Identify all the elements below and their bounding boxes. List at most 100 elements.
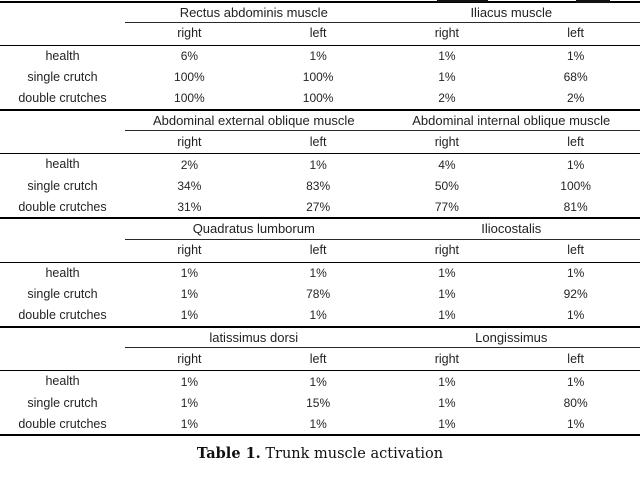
side-header: right [125, 130, 254, 154]
table-row: health 1% 1% 1% 1% [0, 262, 640, 284]
side-header: left [253, 22, 383, 46]
value-cell: 27% [306, 199, 331, 214]
value-cell: 100% [174, 70, 205, 85]
empty-cell [0, 22, 125, 46]
table-row: health 6% 1% 1% 1% [0, 45, 640, 67]
row-label: single crutch [27, 178, 98, 193]
value-cell: 1% [180, 395, 199, 410]
value-cell: 1% [180, 266, 199, 280]
muscle-group-header: Abdominal internal oblique muscle [382, 110, 640, 131]
value-cell: 1% [566, 374, 585, 389]
side-header: right [125, 347, 254, 371]
empty-cell [0, 130, 125, 154]
table-row: health 1% 1% 1% 1% [0, 371, 640, 393]
side-header: right [382, 239, 512, 263]
value-cell: 1% [438, 374, 456, 389]
muscle-table-section-4: latissimus dorsi Longissimus right left … [0, 327, 640, 436]
muscle-table-section-2: Abdominal external oblique muscle Abdomi… [0, 110, 640, 219]
side-header: left [253, 347, 383, 371]
side-header: left [511, 239, 640, 263]
table-row: single crutch 1% 15% 1% 80% [0, 392, 640, 414]
side-header: left [253, 239, 383, 263]
side-header: right [382, 22, 512, 46]
value-cell: 1% [566, 266, 585, 280]
side-header: left [511, 347, 640, 371]
paper-page: Rectus abdominis muscle Iliacus muscle r… [0, 0, 640, 462]
table-row: single crutch 1% 78% 1% 92% [0, 284, 640, 306]
row-label: single crutch [27, 70, 98, 84]
value-cell: 1% [309, 266, 327, 280]
empty-corner-cell [0, 219, 125, 239]
value-cell: 1% [438, 49, 456, 63]
value-cell: 1% [566, 416, 585, 431]
value-cell: 100% [560, 178, 591, 193]
table-caption: Table 1. Trunk muscle activation [0, 445, 640, 462]
muscle-table-section-1: Rectus abdominis muscle Iliacus muscle r… [0, 1, 640, 111]
value-cell: 1% [438, 395, 456, 410]
value-cell: 77% [434, 199, 459, 214]
muscle-group-header: Iliacus muscle [382, 2, 640, 23]
value-cell: 100% [174, 91, 205, 106]
table-row: double crutches 1% 1% 1% 1% [0, 414, 640, 436]
row-label: double crutches [18, 199, 107, 214]
side-header: right [125, 22, 254, 46]
row-label: single crutch [27, 287, 98, 301]
value-cell: 81% [563, 199, 588, 214]
muscle-group-header: latissimus dorsi [125, 327, 383, 348]
value-cell: 1% [309, 416, 327, 431]
table-row: double crutches 100% 100% 2% 2% [0, 88, 640, 110]
side-header: left [511, 22, 640, 46]
row-label: double crutches [18, 416, 107, 431]
table-row: single crutch 100% 100% 1% 68% [0, 67, 640, 89]
side-header: right [125, 239, 254, 263]
value-cell: 1% [309, 157, 327, 172]
caption-label: Table 1. [196, 445, 261, 462]
value-cell: 34% [177, 178, 202, 193]
empty-corner-cell [0, 2, 125, 22]
row-label: double crutches [18, 308, 107, 322]
value-cell: 1% [180, 374, 199, 389]
row-label: health [45, 265, 80, 280]
row-label: single crutch [27, 395, 98, 410]
row-label: health [45, 157, 80, 172]
muscle-group-header: Rectus abdominis muscle [125, 2, 383, 23]
value-cell: 1% [566, 49, 585, 63]
side-header: right [382, 130, 512, 154]
side-header: left [253, 130, 383, 154]
value-cell: 2% [180, 157, 199, 172]
row-label: health [45, 374, 80, 389]
table-row: double crutches 1% 1% 1% 1% [0, 305, 640, 327]
side-header: right [382, 347, 512, 371]
value-cell: 15% [306, 395, 331, 410]
muscle-group-header: Abdominal external oblique muscle [125, 110, 383, 131]
side-header: left [511, 130, 640, 154]
value-cell: 92% [563, 287, 588, 302]
value-cell: 1% [309, 308, 327, 323]
crop-artifact [576, 0, 610, 3]
table-row: double crutches 31% 27% 77% 81% [0, 197, 640, 219]
value-cell: 1% [180, 308, 199, 323]
value-cell: 1% [438, 308, 456, 323]
crop-artifact [437, 0, 488, 2]
value-cell: 31% [177, 199, 202, 214]
empty-corner-cell [0, 111, 125, 131]
value-cell: 2% [566, 91, 585, 106]
value-cell: 1% [309, 374, 327, 389]
muscle-group-header: Iliocostalis [382, 219, 640, 240]
muscle-table-section-3: Quadratus lumborum Iliocostalis right le… [0, 219, 640, 328]
value-cell: 1% [566, 157, 585, 172]
value-cell: 4% [438, 157, 456, 172]
empty-corner-cell [0, 328, 125, 348]
row-label: double crutches [18, 91, 107, 105]
value-cell: 1% [438, 266, 456, 280]
value-cell: 1% [309, 49, 327, 63]
value-cell: 1% [438, 70, 456, 85]
row-label: health [45, 48, 80, 63]
value-cell: 1% [180, 287, 199, 302]
value-cell: 1% [438, 287, 456, 302]
muscle-group-header: Quadratus lumborum [125, 219, 383, 240]
value-cell: 68% [563, 70, 588, 85]
muscle-group-header: Longissimus [382, 327, 640, 348]
empty-cell [0, 347, 125, 371]
value-cell: 6% [180, 49, 199, 63]
